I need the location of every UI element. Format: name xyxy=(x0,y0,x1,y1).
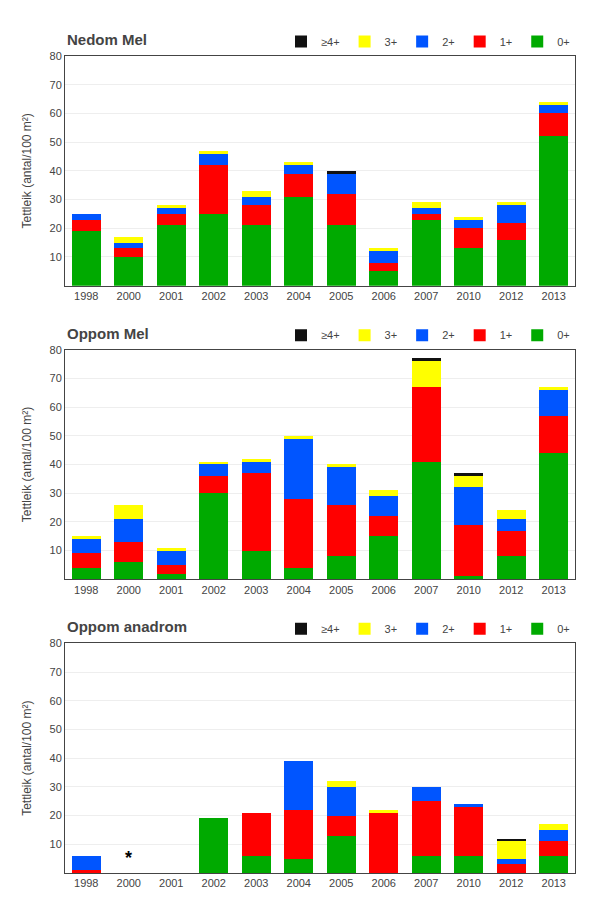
svg-text:2004: 2004 xyxy=(287,290,311,302)
svg-text:2000: 2000 xyxy=(117,584,141,596)
svg-text:2004: 2004 xyxy=(287,877,311,889)
svg-text:2006: 2006 xyxy=(372,877,396,889)
svg-text:2001: 2001 xyxy=(159,290,183,302)
svg-text:≥4+: ≥4+ xyxy=(321,623,340,635)
svg-text:3+: 3+ xyxy=(385,623,398,635)
svg-text:40: 40 xyxy=(50,458,62,470)
svg-text:0+: 0+ xyxy=(557,329,570,341)
svg-text:2001: 2001 xyxy=(159,584,183,596)
svg-text:2003: 2003 xyxy=(244,584,268,596)
svg-text:2012: 2012 xyxy=(499,290,523,302)
svg-text:2013: 2013 xyxy=(542,290,566,302)
svg-text:2007: 2007 xyxy=(414,584,438,596)
svg-text:30: 30 xyxy=(50,193,62,205)
svg-text:2010: 2010 xyxy=(457,877,481,889)
svg-text:50: 50 xyxy=(50,136,62,148)
svg-text:2003: 2003 xyxy=(244,290,268,302)
svg-text:30: 30 xyxy=(50,781,62,793)
svg-text:2002: 2002 xyxy=(202,877,226,889)
svg-text:2012: 2012 xyxy=(499,584,523,596)
svg-text:1+: 1+ xyxy=(500,623,513,635)
svg-text:2005: 2005 xyxy=(329,584,353,596)
svg-text:3+: 3+ xyxy=(385,36,398,48)
svg-text:40: 40 xyxy=(50,165,62,177)
svg-text:2005: 2005 xyxy=(329,877,353,889)
svg-text:50: 50 xyxy=(50,430,62,442)
svg-text:2013: 2013 xyxy=(542,877,566,889)
svg-text:50: 50 xyxy=(50,723,62,735)
svg-text:60: 60 xyxy=(50,401,62,413)
svg-text:30: 30 xyxy=(50,487,62,499)
svg-text:2002: 2002 xyxy=(202,290,226,302)
svg-text:1998: 1998 xyxy=(74,877,98,889)
svg-text:70: 70 xyxy=(50,666,62,678)
svg-text:2007: 2007 xyxy=(414,290,438,302)
svg-text:1998: 1998 xyxy=(74,290,98,302)
svg-text:1998: 1998 xyxy=(74,584,98,596)
svg-text:2006: 2006 xyxy=(372,290,396,302)
svg-text:≥4+: ≥4+ xyxy=(321,329,340,341)
svg-text:2+: 2+ xyxy=(442,36,455,48)
svg-text:60: 60 xyxy=(50,107,62,119)
svg-text:2000: 2000 xyxy=(117,290,141,302)
svg-text:Oppom anadrom: Oppom anadrom xyxy=(67,618,187,635)
svg-text:2001: 2001 xyxy=(159,877,183,889)
svg-text:2000: 2000 xyxy=(117,877,141,889)
svg-text:2010: 2010 xyxy=(457,290,481,302)
svg-text:2007: 2007 xyxy=(414,877,438,889)
svg-text:Nedom Mel: Nedom Mel xyxy=(67,31,147,48)
svg-text:80: 80 xyxy=(50,637,62,649)
svg-text:70: 70 xyxy=(50,372,62,384)
svg-text:70: 70 xyxy=(50,79,62,91)
svg-text:1+: 1+ xyxy=(500,36,513,48)
svg-text:2002: 2002 xyxy=(202,584,226,596)
svg-text:2010: 2010 xyxy=(457,584,481,596)
svg-text:2006: 2006 xyxy=(372,584,396,596)
svg-text:Tettleik (antal/100 m²): Tettleik (antal/100 m²) xyxy=(20,113,34,228)
svg-text:2+: 2+ xyxy=(442,329,455,341)
svg-text:80: 80 xyxy=(50,50,62,62)
svg-text:≥4+: ≥4+ xyxy=(321,36,340,48)
svg-text:0+: 0+ xyxy=(557,36,570,48)
svg-text:3+: 3+ xyxy=(385,329,398,341)
svg-text:2012: 2012 xyxy=(499,877,523,889)
svg-text:0+: 0+ xyxy=(557,623,570,635)
svg-text:1+: 1+ xyxy=(500,329,513,341)
svg-text:10: 10 xyxy=(50,251,62,263)
svg-text:20: 20 xyxy=(50,516,62,528)
svg-text:60: 60 xyxy=(50,695,62,707)
svg-text:2+: 2+ xyxy=(442,623,455,635)
svg-text:2005: 2005 xyxy=(329,290,353,302)
svg-text:*: * xyxy=(125,848,132,868)
svg-text:Oppom Mel: Oppom Mel xyxy=(67,325,149,342)
svg-text:2013: 2013 xyxy=(542,584,566,596)
svg-text:20: 20 xyxy=(50,222,62,234)
svg-text:Tettleik (antal/100 m²): Tettleik (antal/100 m²) xyxy=(20,407,34,522)
svg-text:2004: 2004 xyxy=(287,584,311,596)
svg-text:40: 40 xyxy=(50,752,62,764)
svg-text:20: 20 xyxy=(50,809,62,821)
svg-text:80: 80 xyxy=(50,344,62,356)
svg-text:10: 10 xyxy=(50,544,62,556)
svg-text:2003: 2003 xyxy=(244,877,268,889)
svg-text:10: 10 xyxy=(50,838,62,850)
svg-text:Tettleik (antal/100 m²): Tettleik (antal/100 m²) xyxy=(20,700,34,815)
